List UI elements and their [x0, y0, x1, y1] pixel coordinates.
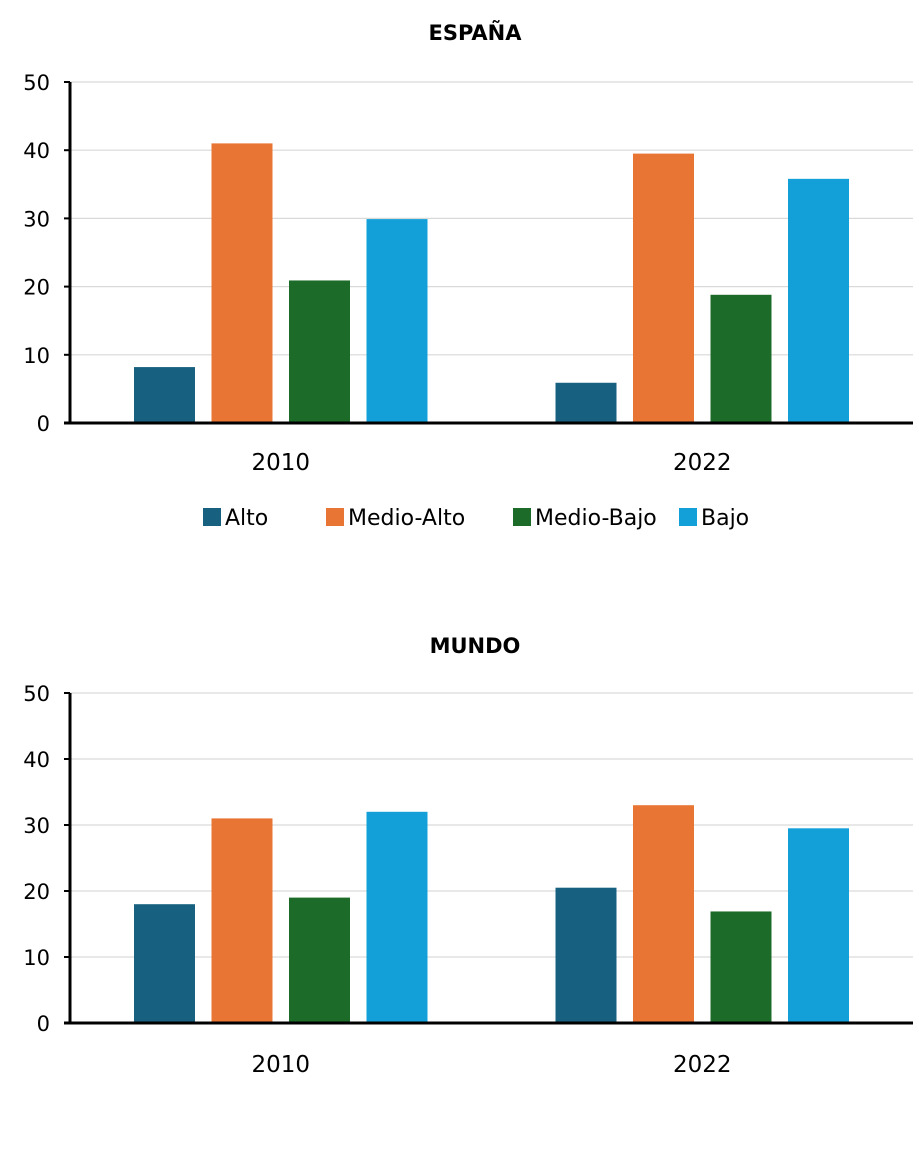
bar-alto-2010 [134, 367, 195, 423]
y-tick-label: 30 [23, 814, 50, 838]
bar-medio-alto-2022 [633, 805, 694, 1023]
legend-swatch [679, 508, 697, 526]
x-category-label: 2010 [251, 450, 310, 476]
bar-bajo-2022 [788, 178, 849, 423]
legend-swatch [326, 508, 344, 526]
bar-medio-alto-2010 [211, 818, 273, 1023]
legend: Alto Medio-Alto Medio-Bajo Bajo [203, 506, 749, 531]
bar-bajo-2010 [366, 811, 428, 1023]
bar-medio-bajo-2022 [710, 911, 772, 1023]
bar-alto-2022 [555, 382, 617, 423]
chart-espana: ESPAÑA 0 10 20 30 40 50 2010 2022 Alto Medio-Alto… [23, 20, 913, 531]
y-tick-label: 20 [23, 880, 50, 904]
y-tick-label: 30 [23, 207, 50, 231]
chart-title: ESPAÑA [428, 20, 522, 45]
chart-mundo: MUNDO 0 10 20 30 40 50 2010 2022 [23, 634, 913, 1078]
legend-swatch [513, 508, 531, 526]
bar-alto-2010 [134, 904, 195, 1023]
y-tick-label: 10 [23, 344, 50, 368]
bar-bajo-2010 [366, 219, 428, 423]
y-tick-label: 10 [23, 946, 50, 970]
y-tick-label: 0 [37, 412, 50, 436]
bar-medio-bajo-2010 [289, 897, 350, 1023]
bar-alto-2022 [555, 887, 617, 1023]
legend-label: Bajo [701, 506, 749, 531]
y-tick-label: 50 [23, 71, 50, 95]
y-tick-label: 50 [23, 682, 50, 706]
bar-medio-bajo-2010 [289, 280, 350, 423]
bar-bajo-2022 [788, 828, 849, 1023]
y-tick-label: 40 [23, 748, 50, 772]
x-category-label: 2022 [673, 450, 732, 476]
bar-medio-alto-2022 [633, 153, 694, 424]
bar-medio-alto-2010 [211, 143, 273, 423]
legend-label: Medio-Bajo [535, 506, 657, 531]
x-category-label: 2022 [673, 1052, 732, 1078]
y-tick-label: 0 [37, 1012, 50, 1036]
legend-label: Alto [225, 506, 268, 531]
chart-title: MUNDO [430, 634, 521, 658]
bar-medio-bajo-2022 [710, 294, 772, 423]
legend-label: Medio-Alto [348, 506, 465, 531]
x-category-label: 2010 [251, 1052, 310, 1078]
y-tick-label: 40 [23, 139, 50, 163]
y-tick-label: 20 [23, 276, 50, 300]
legend-swatch [203, 508, 221, 526]
